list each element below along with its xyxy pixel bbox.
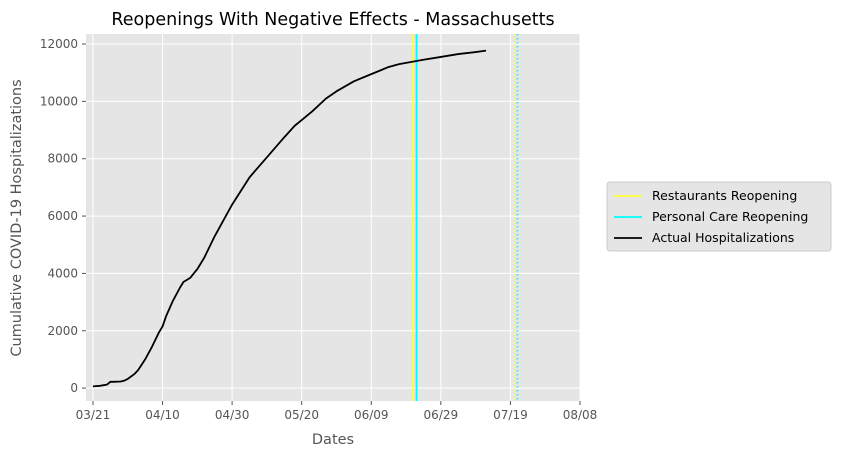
- y-tick-label: 12000: [40, 37, 78, 51]
- legend: Restaurants Reopening Personal Care Reop…: [606, 181, 832, 252]
- x-tick-label: 05/20: [284, 408, 319, 422]
- y-axis-label: Cumulative COVID-19 Hospitalizations: [9, 79, 25, 356]
- x-tick-label: 07/19: [493, 408, 528, 422]
- x-axis-label: Dates: [312, 432, 354, 448]
- y-tick-label: 6000: [47, 209, 78, 223]
- plot-area: [86, 34, 580, 401]
- y-tick-label: 4000: [47, 266, 78, 280]
- grid: [86, 34, 581, 401]
- x-tick-label: 03/21: [76, 408, 111, 422]
- y-tick-label: 2000: [47, 324, 78, 338]
- y-tick-label: 10000: [40, 94, 78, 108]
- series-line-actual-hospitalizations: [92, 49, 487, 388]
- y-tick-label: 0: [70, 381, 78, 395]
- series-lines: [92, 49, 487, 388]
- legend-label-restaurants: Restaurants Reopening: [652, 188, 797, 203]
- y-axis: 0 2000 4000 6000 8000 10000 12000: [40, 37, 86, 395]
- legend-label-actual: Actual Hospitalizations: [652, 230, 794, 245]
- y-tick-label: 8000: [47, 152, 78, 166]
- legend-label-personal-care: Personal Care Reopening: [652, 209, 808, 224]
- reopening-lines: [412, 34, 519, 401]
- x-tick-label: 04/30: [215, 408, 250, 422]
- x-axis: 03/21 04/10 04/30 05/20 06/09 06/29 07/19 08/08: [76, 401, 598, 422]
- x-tick-label: 08/08: [563, 408, 598, 422]
- x-tick-label: 04/10: [145, 408, 180, 422]
- x-tick-label: 06/29: [424, 408, 459, 422]
- legend-box: [606, 181, 832, 252]
- chart-title: Reopenings With Negative Effects - Massa…: [111, 10, 554, 30]
- x-tick-label: 06/09: [354, 408, 389, 422]
